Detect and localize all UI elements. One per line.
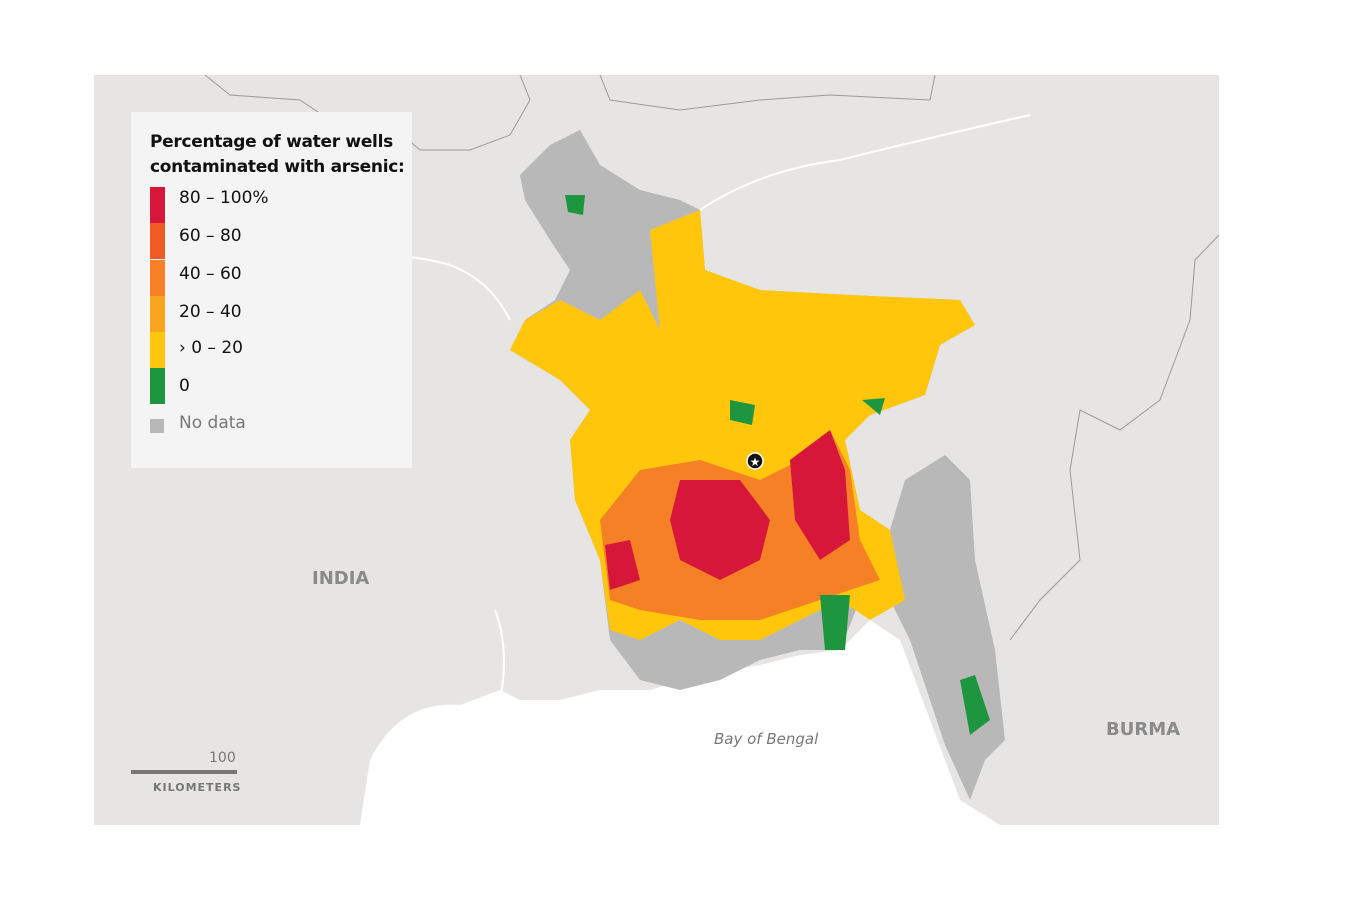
country-label-india: INDIA: [312, 568, 370, 589]
legend-swatch: [150, 187, 165, 223]
region-high: [605, 430, 850, 590]
legend-label: 40 – 60: [179, 264, 242, 284]
legend-label: › 0 – 20: [179, 338, 243, 358]
legend-label: 20 – 40: [179, 302, 242, 322]
legend-swatch: [150, 332, 165, 368]
legend-label: 60 – 80: [179, 226, 242, 246]
legend-title: Percentage of water wells contaminated wi…: [150, 130, 405, 180]
legend-label: 80 – 100%: [179, 188, 269, 208]
legend-swatch: [150, 296, 165, 332]
legend-swatch: [150, 260, 165, 296]
country-label-burma: BURMA: [1106, 719, 1181, 740]
sea: [360, 620, 1000, 825]
legend: Percentage of water wells contaminated wi…: [131, 112, 412, 468]
legend-swatch: [150, 368, 165, 404]
no-data-label: No data: [179, 413, 246, 433]
legend-label: 0: [179, 376, 190, 396]
sea-label: Bay of Bengal: [714, 730, 819, 748]
scale-value: 100: [209, 750, 236, 766]
legend-title-line2: contaminated with arsenic:: [150, 157, 405, 177]
scale-unit: KILOMETERS: [153, 781, 242, 794]
legend-swatch: [150, 223, 165, 259]
legend-title-line1: Percentage of water wells: [150, 132, 393, 152]
star-icon: ★: [750, 455, 761, 469]
capital-marker: [746, 452, 764, 470]
no-data-swatch: [150, 419, 164, 433]
scale-line: [131, 770, 237, 774]
